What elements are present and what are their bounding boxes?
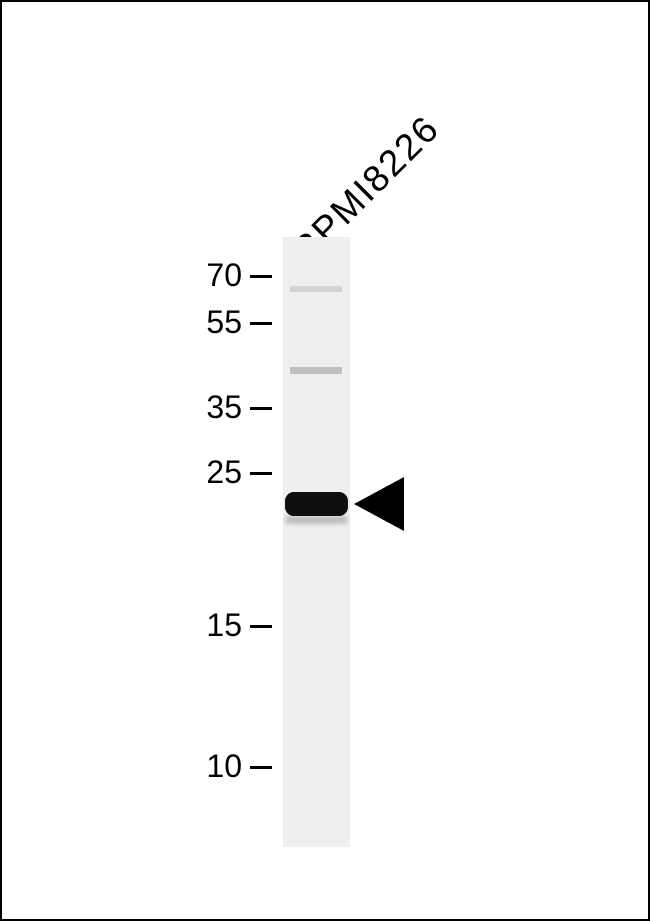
marker-label: 15 bbox=[182, 607, 242, 644]
figure-frame: RPMI8226 705535251510 bbox=[0, 0, 650, 921]
marker-tick bbox=[250, 322, 272, 325]
blot-lane bbox=[283, 237, 350, 847]
marker-label: 35 bbox=[182, 389, 242, 426]
marker-tick bbox=[250, 472, 272, 475]
marker-tick bbox=[250, 625, 272, 628]
marker-tick bbox=[250, 275, 272, 278]
blot-band bbox=[290, 367, 342, 374]
marker-label: 10 bbox=[182, 748, 242, 785]
marker-tick bbox=[250, 766, 272, 769]
marker-tick bbox=[250, 407, 272, 410]
main-band-arrow-icon bbox=[354, 477, 404, 531]
blot-band bbox=[290, 286, 342, 292]
marker-label: 55 bbox=[182, 304, 242, 341]
marker-label: 70 bbox=[182, 257, 242, 294]
band-shadow bbox=[285, 516, 348, 524]
marker-label: 25 bbox=[182, 454, 242, 491]
blot-band bbox=[285, 492, 348, 516]
